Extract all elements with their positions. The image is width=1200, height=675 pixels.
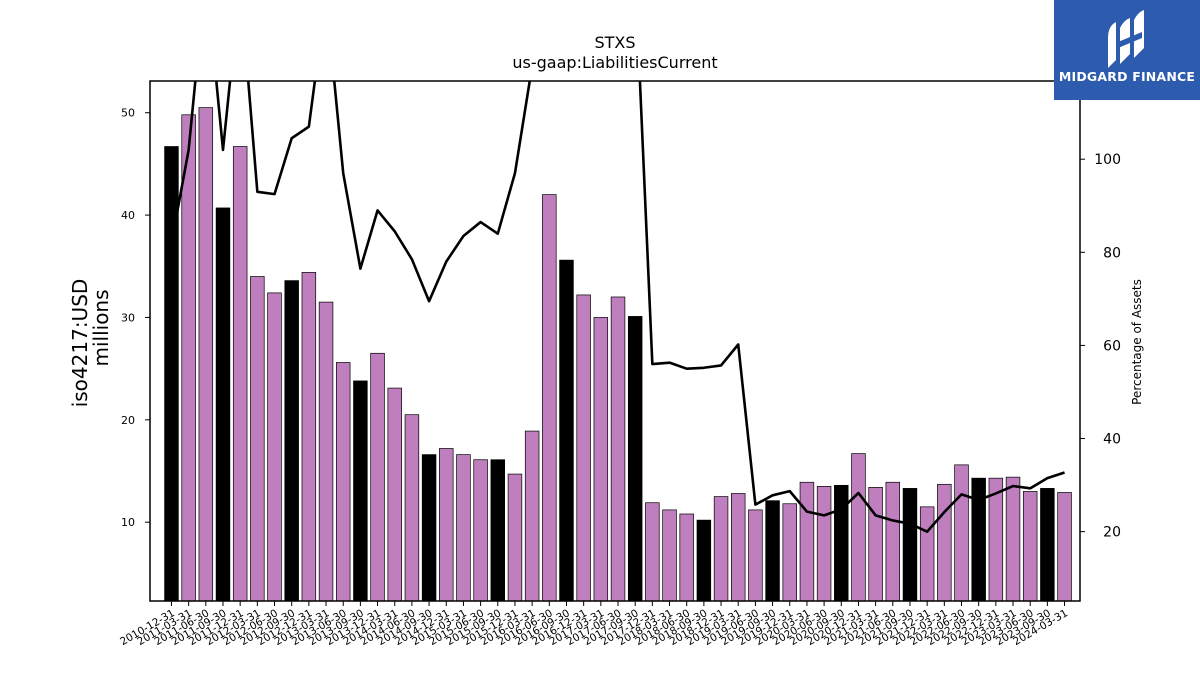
bar bbox=[404, 414, 420, 601]
brand-name: MIDGARD FINANCE bbox=[1058, 69, 1196, 84]
bar bbox=[851, 453, 866, 601]
bar bbox=[799, 481, 815, 601]
right-tick-label: 20 bbox=[1103, 525, 1121, 541]
bar bbox=[232, 146, 248, 601]
right-tick-label: 100 bbox=[1094, 152, 1121, 168]
chart-title: STXS bbox=[594, 33, 635, 52]
bar bbox=[353, 380, 368, 601]
bar bbox=[593, 317, 609, 601]
bar bbox=[885, 481, 901, 601]
right-tick-label: 60 bbox=[1103, 338, 1121, 354]
bar bbox=[301, 272, 317, 601]
midgard-logo-icon bbox=[1108, 10, 1144, 68]
bar bbox=[181, 114, 196, 601]
bar bbox=[1057, 492, 1072, 601]
bar bbox=[610, 296, 626, 601]
right-axis-label: Percentage of Assets bbox=[1130, 279, 1144, 405]
line-series bbox=[170, 81, 1065, 533]
bar bbox=[559, 259, 574, 601]
bar bbox=[919, 506, 935, 601]
bar bbox=[954, 464, 969, 601]
bar bbox=[679, 513, 694, 601]
left-tick-label: 10 bbox=[121, 516, 135, 529]
percentage-line bbox=[170, 81, 1065, 533]
bar bbox=[765, 500, 780, 601]
bar bbox=[731, 493, 746, 601]
bar bbox=[868, 487, 883, 601]
bar bbox=[456, 454, 471, 601]
bar bbox=[988, 477, 1004, 601]
bar bbox=[627, 316, 643, 601]
bar bbox=[937, 483, 952, 601]
bar bbox=[782, 503, 797, 601]
bar bbox=[1040, 488, 1055, 601]
bar bbox=[507, 473, 523, 601]
right-tick-label: 80 bbox=[1103, 245, 1121, 261]
bar bbox=[198, 107, 214, 601]
bar bbox=[439, 448, 454, 601]
left-tick-label: 30 bbox=[121, 311, 135, 324]
bar bbox=[902, 488, 918, 601]
left-tick-label: 40 bbox=[121, 209, 135, 222]
bar-series bbox=[164, 107, 1072, 601]
bar bbox=[1005, 476, 1021, 601]
brand-logo: MIDGARD FINANCE bbox=[1054, 0, 1200, 100]
bar bbox=[645, 502, 660, 601]
bar bbox=[1022, 491, 1038, 601]
left-axis-label: iso4217:USD millions bbox=[68, 279, 113, 408]
left-axis-label-line2: millions bbox=[89, 289, 113, 366]
bar bbox=[662, 509, 677, 601]
left-tick-label: 20 bbox=[121, 414, 135, 427]
bar bbox=[576, 294, 591, 601]
bar bbox=[971, 477, 986, 601]
bar bbox=[713, 496, 729, 601]
bar bbox=[284, 280, 299, 601]
left-axis-ticks: 10 20 30 40 50 bbox=[121, 107, 150, 529]
right-tick-label: 40 bbox=[1103, 432, 1121, 448]
left-tick-label: 50 bbox=[121, 107, 135, 120]
bar bbox=[387, 387, 402, 601]
bar bbox=[473, 459, 488, 601]
bar bbox=[335, 362, 351, 601]
left-axis-label-line1: iso4217:USD bbox=[68, 279, 92, 408]
bar bbox=[215, 207, 231, 601]
bar bbox=[250, 276, 265, 601]
bar bbox=[524, 430, 540, 601]
bar bbox=[490, 459, 506, 601]
bar bbox=[696, 519, 712, 601]
bar bbox=[267, 292, 282, 601]
bar bbox=[318, 301, 334, 601]
bar bbox=[834, 484, 849, 601]
bar bbox=[816, 486, 832, 601]
bar bbox=[748, 509, 763, 601]
plot-frame bbox=[149, 80, 1081, 602]
bar bbox=[421, 454, 437, 601]
bar bbox=[370, 352, 385, 601]
bar bbox=[542, 194, 557, 601]
right-axis-ticks: 20 40 60 80 100 bbox=[1080, 152, 1121, 541]
x-axis-ticks: 2010-12-312011-03-312011-06-302011-09-30… bbox=[118, 601, 1070, 648]
chart-subtitle: us-gaap:LiabilitiesCurrent bbox=[512, 53, 717, 72]
